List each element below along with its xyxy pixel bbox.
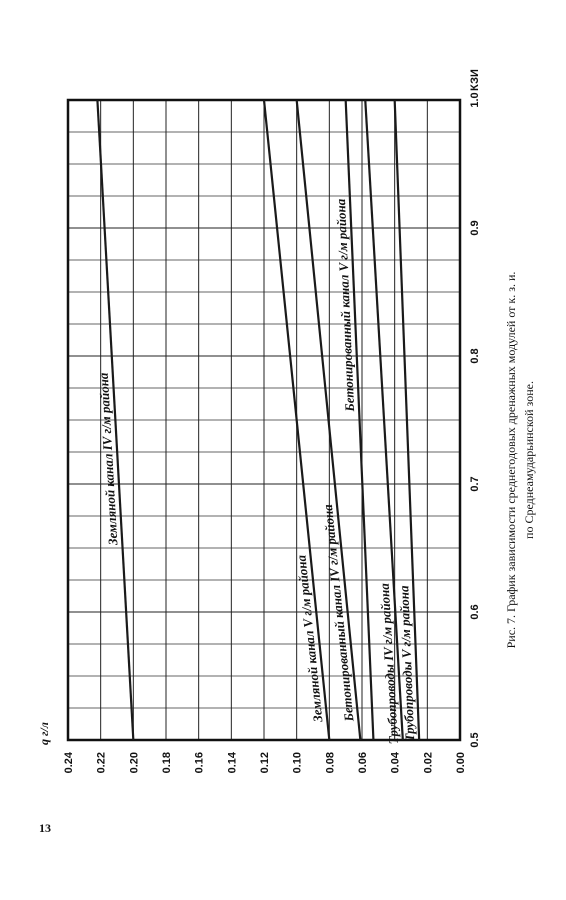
caption-line: Рис. 7. График зависимости среднегодовых… <box>504 272 518 649</box>
y-tick-label: 0.10 <box>292 752 304 773</box>
y-axis-label: q г/л <box>37 722 51 745</box>
y-tick-label: 0.00 <box>455 752 467 773</box>
x-tick-label: 0.5 <box>469 732 481 747</box>
x-tick-label: 0.9 <box>469 220 481 235</box>
y-tick-label: 0.20 <box>128 752 140 773</box>
y-tick-label: 0.24 <box>63 751 75 773</box>
data-line <box>295 99 362 741</box>
data-line <box>364 99 404 741</box>
y-tick-label: 0.02 <box>422 752 434 773</box>
x-tick-label: 0.7 <box>469 476 481 491</box>
data-line <box>344 99 375 741</box>
y-tick-label: 0.12 <box>259 752 271 773</box>
x-tick-label: 0.6 <box>469 604 481 619</box>
y-tick-label: 0.08 <box>324 752 336 773</box>
x-tick-label: 0.8 <box>469 348 481 363</box>
page-number: 13 <box>39 821 51 835</box>
data-line <box>96 99 135 741</box>
line-label: Бетонированный канал IV г/м района <box>320 503 357 723</box>
x-axis-label: КЗИ <box>469 69 481 91</box>
line-label: Земляной канал V г/м района <box>293 554 325 724</box>
x-tick-label: 1.0 <box>469 92 481 107</box>
y-tick-label: 0.16 <box>194 752 206 773</box>
y-tick-label: 0.04 <box>390 751 402 773</box>
y-tick-label: 0.18 <box>161 752 173 773</box>
line-label: Трубопроводы V г/м района <box>396 585 417 742</box>
caption-line: по Среднеамударьинской зоне. <box>522 381 536 539</box>
data-line <box>393 99 421 741</box>
y-tick-label: 0.14 <box>226 751 238 773</box>
y-tick-label: 0.06 <box>357 752 369 773</box>
y-tick-label: 0.22 <box>96 752 108 773</box>
data-line <box>262 99 331 741</box>
